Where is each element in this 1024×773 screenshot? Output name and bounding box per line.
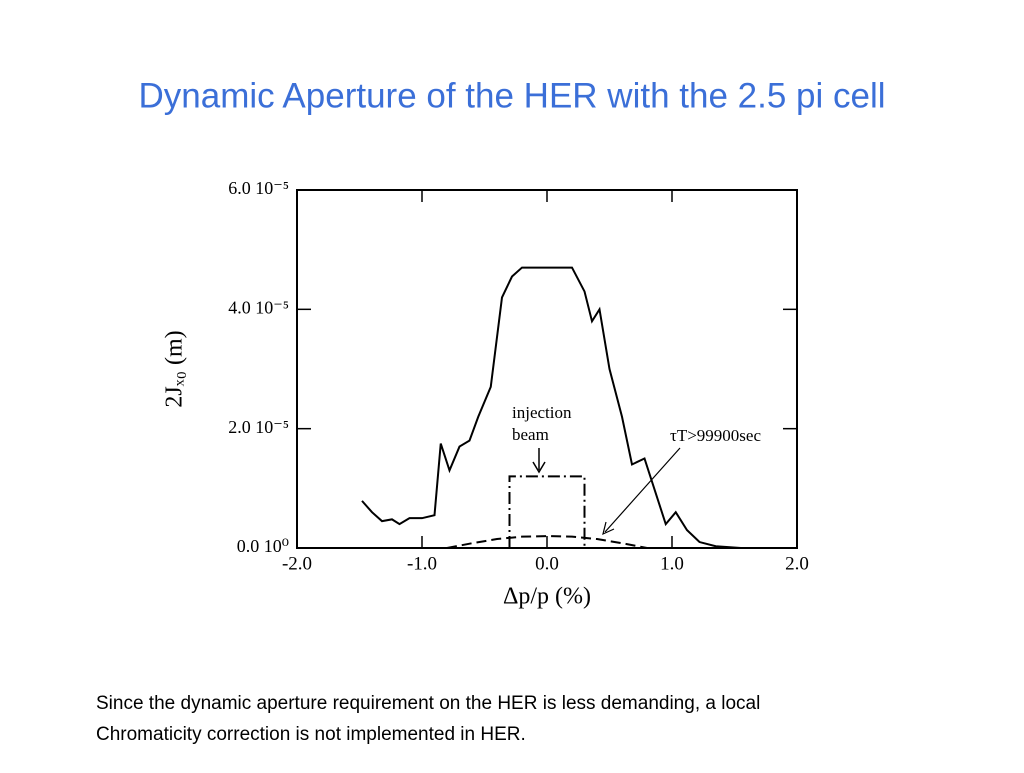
y-tick-label: 0.0 10⁰ (237, 536, 289, 556)
data-line (508, 475, 586, 548)
data-line (361, 266, 741, 549)
y-tick-label: 6.0 10⁻⁵ (228, 178, 289, 198)
x-axis-label: Δp/p (%) (503, 584, 591, 610)
caption-line: Since the dynamic aperture requirement o… (96, 693, 760, 714)
y-tick-label: 4.0 10⁻⁵ (228, 297, 289, 317)
plot-frame (296, 189, 798, 549)
arrow (604, 447, 681, 533)
arrow-head (532, 461, 546, 474)
x-tick-label: 1.0 (660, 553, 684, 574)
annotation: beam (512, 425, 549, 444)
y-tick-label: 2.0 10⁻⁵ (228, 417, 289, 437)
x-tick-label: -1.0 (407, 553, 437, 574)
y-axis-label: 2Jₓ₀ (m) (162, 330, 188, 407)
x-tick-label: -2.0 (282, 553, 312, 574)
slide-title: Dynamic Aperture of the HER with the 2.5… (138, 76, 885, 115)
x-tick-label: 2.0 (785, 553, 809, 574)
annotation: τT>99900sec (670, 426, 761, 445)
arrow-head (602, 521, 615, 536)
data-line (446, 535, 648, 549)
x-tick-label: 0.0 (535, 553, 559, 574)
annotation: injection (512, 403, 572, 422)
caption-line: Chromaticity correction is not implement… (96, 724, 526, 745)
